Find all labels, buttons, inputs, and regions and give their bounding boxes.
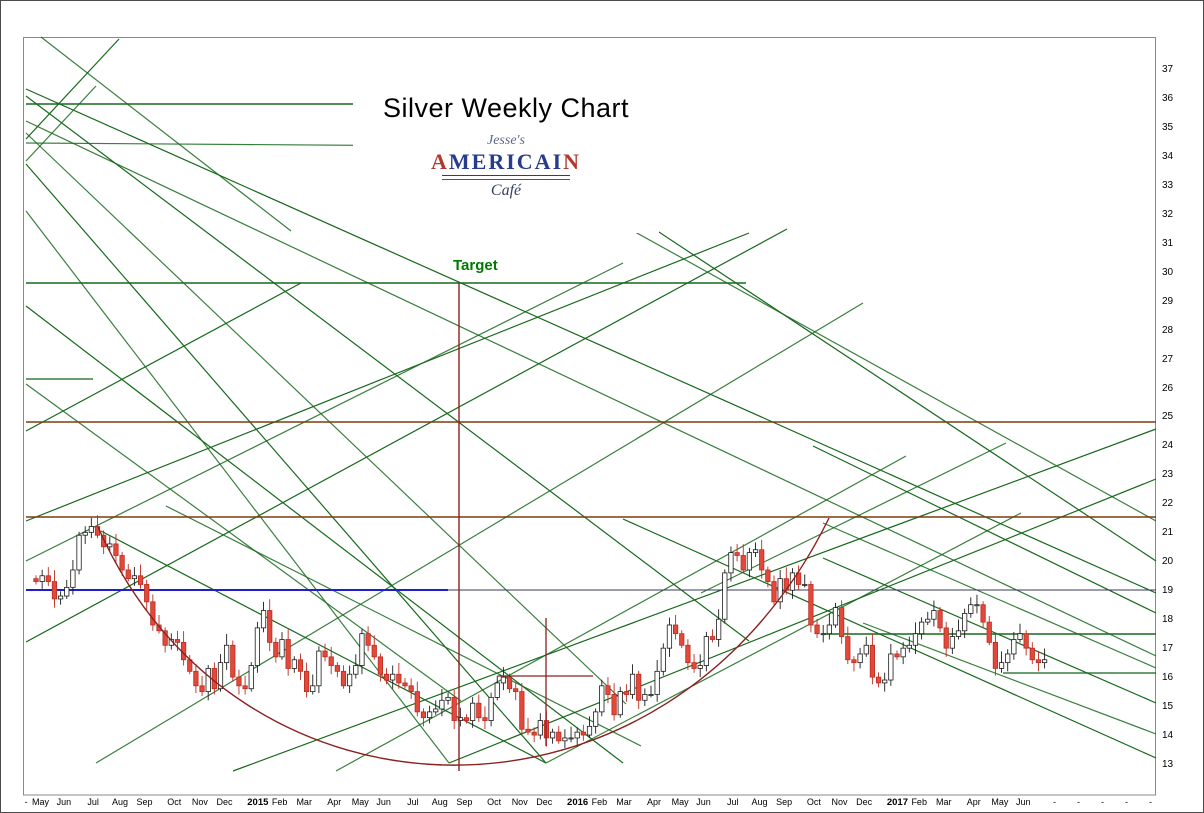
price-tick-label: 19 <box>1162 585 1174 597</box>
price-tick-label: 24 <box>1162 440 1174 452</box>
price-tick-label: 30 <box>1162 266 1174 278</box>
logo-jesses: Jesse's <box>487 133 525 148</box>
month-tick-label: Jul <box>726 797 739 807</box>
month-tick-label: Oct <box>167 797 182 807</box>
month-tick-label: Feb <box>271 797 288 807</box>
chart-frame <box>23 37 1156 796</box>
month-tick-label: Nov <box>831 797 848 807</box>
trendlines-layer <box>25 36 1157 772</box>
month-tick-label: May <box>671 797 689 807</box>
logo-cafe: Café <box>490 182 522 200</box>
month-tick-label: Dec <box>536 797 553 807</box>
month-tick-label: Dec <box>216 797 233 807</box>
price-tick-label: 31 <box>1162 237 1174 249</box>
month-tick-label: Mar <box>936 797 952 807</box>
month-tick-label: Mar <box>296 797 312 807</box>
year-tick-label: 2017 <box>886 797 908 808</box>
jesses-americain-cafe-logo: Jesse's AMERICAIN Café <box>353 133 659 201</box>
brown-levels-layer <box>26 421 1156 518</box>
month-tick-label: Oct <box>806 797 821 807</box>
price-tick-label: 33 <box>1162 179 1174 191</box>
month-tick-label: Feb <box>591 797 608 807</box>
month-tick-label: Apr <box>327 797 342 807</box>
month-tick-label: May <box>32 797 50 807</box>
month-tick-label: Feb <box>911 797 927 807</box>
axis-tick-dash: - <box>1149 797 1152 807</box>
price-tick-label: 20 <box>1162 556 1174 568</box>
month-tick-label: Apr <box>966 797 981 807</box>
price-tick-label: 34 <box>1162 150 1174 162</box>
month-tick-label: Jun <box>56 797 72 807</box>
target-annotation: Target <box>453 257 498 274</box>
month-tick-label: Dec <box>856 797 873 807</box>
month-tick-label: Jun <box>376 797 391 807</box>
price-tick-label: 35 <box>1162 121 1174 133</box>
month-tick-label: Nov <box>191 797 208 807</box>
axis-tick-dash: - <box>1101 797 1104 807</box>
logo-americain: AMERICAIN <box>430 149 582 175</box>
chart-title-box: Silver Weekly Chart Jesse's AMERICAIN Ca… <box>353 87 659 233</box>
month-tick-label: - <box>24 797 28 807</box>
month-tick-label: Jul <box>87 797 99 807</box>
price-tick-label: 28 <box>1162 324 1174 336</box>
price-tick-label: 16 <box>1162 672 1174 684</box>
month-tick-label: Oct <box>487 797 502 807</box>
price-tick-label: 14 <box>1162 730 1174 742</box>
price-tick-label: 29 <box>1162 295 1174 307</box>
axis-tick-dash: - <box>1077 797 1080 807</box>
month-tick-label: Jun <box>1016 797 1031 807</box>
month-tick-label: Jun <box>696 797 711 807</box>
price-tick-label: 17 <box>1162 643 1174 655</box>
month-tick-label: Sep <box>456 797 473 807</box>
month-tick-label: May <box>351 797 369 807</box>
price-tick-label: 15 <box>1162 701 1174 713</box>
month-tick-label: Aug <box>431 797 448 807</box>
month-tick-label: Aug <box>111 797 128 807</box>
price-tick-label: 32 <box>1162 208 1174 220</box>
price-tick-label: 13 <box>1162 758 1174 770</box>
axis-tick-dash: - <box>1053 797 1056 807</box>
price-tick-label: 37 <box>1162 64 1174 75</box>
cup-pattern-curve <box>97 517 830 766</box>
red-overlays-layer <box>97 283 830 771</box>
price-tick-label: 25 <box>1162 411 1174 423</box>
chart-title: Silver Weekly Chart <box>382 93 630 123</box>
price-tick-label: 26 <box>1162 382 1174 394</box>
price-tick-label: 22 <box>1162 498 1174 510</box>
month-tick-label: Apr <box>647 797 662 807</box>
axis-tick-dash: - <box>1125 797 1128 807</box>
price-tick-label: 23 <box>1162 469 1174 481</box>
price-tick-label: 21 <box>1162 527 1174 539</box>
logo-underline <box>442 175 570 181</box>
month-tick-label: Jul <box>407 797 419 807</box>
year-tick-label: 2015 <box>247 797 269 808</box>
month-tick-label: Nov <box>511 797 528 807</box>
month-tick-label: May <box>991 797 1009 807</box>
year-tick-label: 2016 <box>567 797 589 808</box>
price-tick-label: 18 <box>1162 614 1174 626</box>
month-tick-label: Sep <box>136 797 153 807</box>
month-tick-label: Sep <box>776 797 793 807</box>
candles-layer <box>33 515 1048 749</box>
price-tick-label: 27 <box>1162 353 1174 365</box>
month-tick-label: Aug <box>751 797 768 807</box>
price-tick-label: 36 <box>1162 92 1174 104</box>
month-tick-label: Mar <box>616 797 632 807</box>
